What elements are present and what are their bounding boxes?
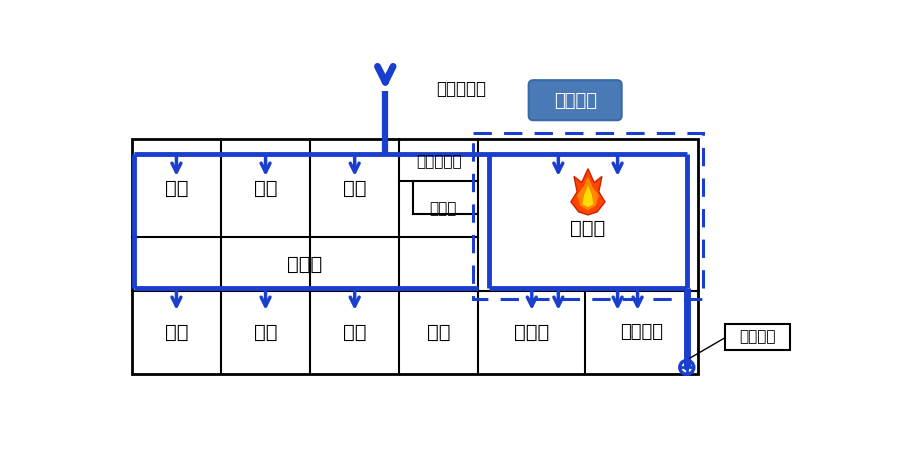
Text: 事務室: 事務室 [514, 323, 549, 342]
Text: 給水栓等: 給水栓等 [739, 329, 776, 345]
Text: キッチン: キッチン [620, 324, 663, 342]
Text: 個室: 個室 [254, 179, 277, 198]
Bar [724, 324, 790, 351]
FancyBboxPatch shape [528, 80, 622, 120]
Polygon shape [571, 169, 605, 215]
Bar [132, 139, 698, 374]
Text: 浴室・洗面: 浴室・洗面 [416, 154, 462, 169]
Text: 個室: 個室 [254, 323, 277, 342]
Polygon shape [582, 186, 593, 207]
Text: 個室: 個室 [165, 179, 188, 198]
Text: 廊　下: 廊 下 [287, 255, 323, 274]
Text: 玄関: 玄関 [427, 323, 451, 342]
Polygon shape [577, 176, 598, 210]
Text: 個室: 個室 [343, 323, 366, 342]
Text: 個室: 個室 [165, 323, 188, 342]
Text: トイレ: トイレ [429, 202, 456, 216]
Bar [472, 133, 703, 299]
Text: 配水管から: 配水管から [436, 81, 486, 99]
Text: ケース３: ケース３ [554, 92, 597, 110]
Text: 共用室: 共用室 [571, 219, 606, 239]
Text: 個室: 個室 [343, 179, 366, 198]
Circle shape [684, 365, 689, 370]
